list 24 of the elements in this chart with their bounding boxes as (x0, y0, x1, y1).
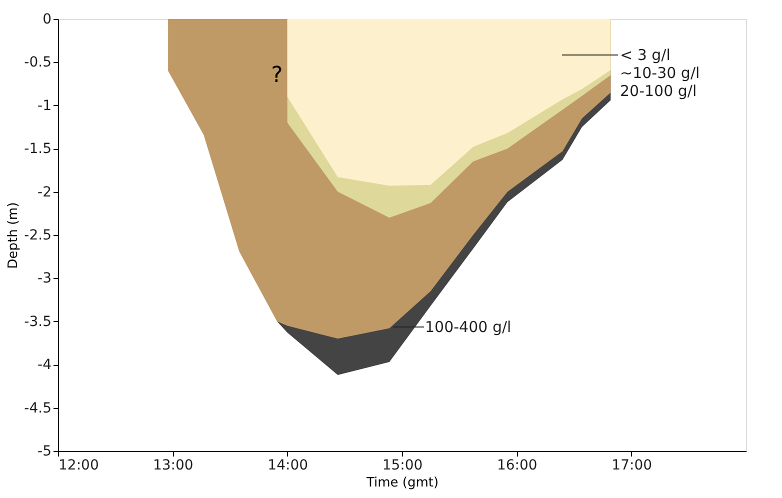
y-tick-label: -3 (38, 270, 52, 287)
y-axis-title: Depth (m) (6, 202, 22, 269)
annotation: ? (271, 63, 283, 88)
series-label: 100-400 g/l (425, 318, 512, 336)
x-tick-label: 12:00 (58, 458, 99, 474)
x-tick-label: 13:00 (152, 458, 194, 474)
y-tick-label: -2.5 (24, 228, 52, 244)
y-tick-label: -1 (38, 98, 52, 114)
y-tick-label: -0.5 (24, 54, 52, 71)
y-tick-label: -3.5 (24, 314, 52, 330)
y-tick-label: -2 (38, 184, 52, 200)
series-label: 20-100 g/l (620, 82, 697, 100)
y-tick-label: -4.5 (24, 400, 52, 416)
x-tick-label: 15:00 (382, 458, 423, 474)
y-tick-label: 0 (42, 12, 52, 28)
x-axis-title: Time (gmt) (365, 476, 439, 490)
series-label: ~10-30 g/l (620, 64, 700, 82)
y-tick-label: -4 (38, 357, 52, 374)
y-tick-label: -5 (38, 444, 52, 460)
x-tick-label: 14:00 (268, 458, 308, 474)
series-label: < 3 g/l (620, 46, 670, 64)
x-tick-label: 17:00 (612, 458, 652, 474)
x-tick-label: 16:00 (496, 458, 538, 474)
y-tick-label: -1.5 (24, 141, 52, 158)
